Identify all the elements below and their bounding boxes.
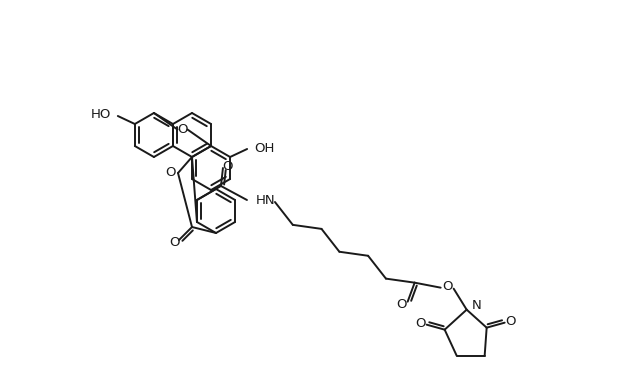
Text: OH: OH bbox=[254, 141, 274, 155]
Text: O: O bbox=[223, 160, 233, 172]
Text: O: O bbox=[416, 317, 426, 330]
Text: N: N bbox=[471, 299, 481, 312]
Text: O: O bbox=[177, 123, 188, 136]
Text: O: O bbox=[169, 236, 179, 249]
Text: O: O bbox=[396, 298, 407, 311]
Text: O: O bbox=[443, 280, 453, 293]
Text: HO: HO bbox=[91, 108, 111, 122]
Text: HN: HN bbox=[256, 194, 275, 207]
Text: O: O bbox=[505, 315, 516, 328]
Text: O: O bbox=[165, 166, 175, 179]
